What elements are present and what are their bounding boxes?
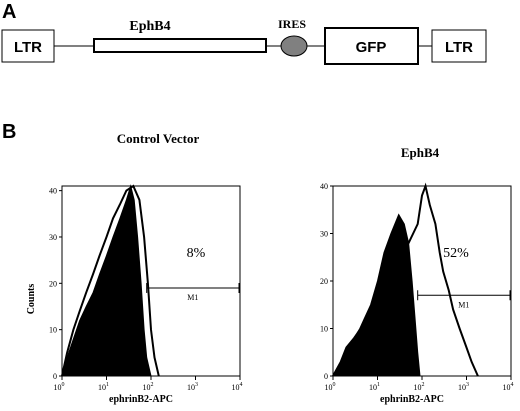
y-tick-label: 30 (49, 233, 57, 242)
ltr-left-box (1, 29, 55, 63)
panel-b-letter: B (2, 121, 17, 143)
ltr-left-label: LTR (14, 39, 42, 56)
y-tick-label: 10 (49, 326, 57, 335)
gfp-label: GFP (356, 39, 387, 56)
x-tick-label: 103 (187, 382, 198, 392)
x-axis-label: ephrinB2-APC (380, 394, 444, 405)
y-tick-label: 30 (320, 230, 328, 239)
y-axis-label: Counts (26, 284, 37, 315)
y-tick-label: 0 (53, 372, 57, 381)
x-tick-label: 104 (503, 382, 514, 392)
gate-label: M1 (458, 300, 469, 309)
histogram-ephb4: EphB4 0 10 20 30 40 100 101 102 103 104 ephrinB2-AP… (320, 145, 514, 405)
panel-a-letter: A (2, 1, 17, 23)
ires-label: IRES (278, 17, 306, 31)
percentage-annotation: 52% (443, 246, 469, 261)
ires-ellipse (280, 35, 308, 57)
histogram-control-vector: Control Vector 0 10 20 30 40 100 101 102 103 104 ep… (26, 131, 243, 405)
ephb4-label: EphB4 (129, 19, 170, 34)
histogram-title: Control Vector (117, 131, 200, 146)
x-tick-label: 102 (143, 382, 154, 392)
x-tick-label: 101 (98, 382, 109, 392)
y-tick-label: 10 (320, 325, 328, 334)
gfp-box (324, 27, 419, 65)
y-tick-label: 0 (324, 372, 328, 381)
x-tick-label: 104 (232, 382, 243, 392)
y-tick-label: 20 (49, 279, 57, 288)
filled-histogram (332, 213, 421, 377)
percentage-annotation: 8% (187, 246, 206, 261)
ltr-right-label: LTR (445, 39, 473, 56)
filled-histogram (61, 184, 152, 377)
y-tick-label: 40 (320, 182, 328, 191)
outline-histogram (332, 182, 479, 377)
ephb4-box (93, 38, 267, 53)
x-tick-label: 100 (325, 382, 336, 392)
x-tick-label: 103 (458, 382, 469, 392)
x-tick-label: 100 (54, 382, 65, 392)
y-tick-label: 40 (49, 187, 57, 196)
x-tick-label: 102 (414, 382, 425, 392)
histogram-title: EphB4 (401, 145, 440, 160)
x-tick-label: 101 (369, 382, 380, 392)
outline-histogram (61, 184, 160, 377)
y-tick-label: 20 (320, 277, 328, 286)
x-axis-label: ephrinB2-APC (109, 394, 173, 405)
vector-construct-diagram: LTR EphB4 IRES GFP LTR (1, 17, 487, 65)
gate-label: M1 (187, 293, 198, 302)
ltr-right-box (431, 29, 487, 63)
